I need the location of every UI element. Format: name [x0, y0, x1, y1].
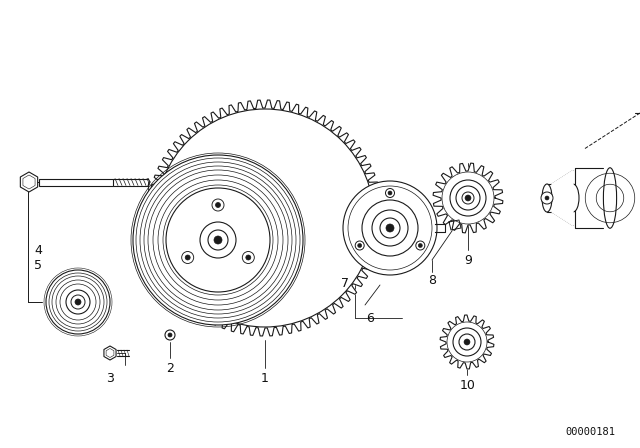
- Circle shape: [182, 251, 194, 263]
- Text: 6: 6: [366, 311, 374, 324]
- Ellipse shape: [567, 184, 579, 212]
- Circle shape: [386, 224, 394, 232]
- Circle shape: [416, 241, 425, 250]
- Circle shape: [465, 195, 471, 201]
- Circle shape: [156, 109, 374, 327]
- Circle shape: [355, 241, 364, 250]
- Circle shape: [165, 330, 175, 340]
- Circle shape: [343, 181, 437, 275]
- Circle shape: [362, 200, 418, 256]
- Polygon shape: [147, 100, 383, 336]
- Circle shape: [358, 244, 362, 247]
- Text: 10: 10: [460, 379, 476, 392]
- Circle shape: [456, 186, 480, 210]
- Polygon shape: [440, 315, 494, 369]
- Circle shape: [372, 210, 408, 246]
- Polygon shape: [20, 172, 38, 192]
- Circle shape: [348, 186, 432, 270]
- Bar: [39, 178, 113, 185]
- Circle shape: [71, 295, 85, 309]
- Text: 2: 2: [166, 362, 174, 375]
- Ellipse shape: [604, 168, 616, 228]
- Circle shape: [133, 155, 303, 325]
- Circle shape: [212, 199, 224, 211]
- Polygon shape: [104, 346, 116, 360]
- Circle shape: [208, 230, 228, 250]
- Circle shape: [459, 334, 475, 350]
- Circle shape: [185, 255, 190, 260]
- Circle shape: [541, 192, 553, 204]
- Text: 3: 3: [106, 371, 114, 384]
- Circle shape: [447, 322, 487, 362]
- Text: 4: 4: [34, 244, 42, 257]
- Circle shape: [442, 172, 494, 224]
- Circle shape: [168, 333, 172, 337]
- Text: 7: 7: [341, 276, 349, 289]
- Circle shape: [75, 299, 81, 305]
- Circle shape: [419, 244, 422, 247]
- Circle shape: [216, 202, 221, 207]
- Circle shape: [380, 218, 400, 238]
- Polygon shape: [449, 220, 461, 230]
- Ellipse shape: [542, 184, 552, 212]
- Text: 8: 8: [428, 273, 436, 287]
- Text: 5: 5: [34, 258, 42, 271]
- Circle shape: [166, 188, 270, 292]
- Circle shape: [450, 180, 486, 216]
- Polygon shape: [433, 163, 503, 233]
- Circle shape: [243, 251, 254, 263]
- Circle shape: [388, 191, 392, 195]
- Circle shape: [66, 290, 90, 314]
- Circle shape: [453, 328, 481, 356]
- Circle shape: [385, 189, 394, 198]
- Circle shape: [46, 270, 110, 334]
- Circle shape: [464, 339, 470, 345]
- Text: 1: 1: [261, 371, 269, 384]
- Text: 9: 9: [464, 254, 472, 267]
- Circle shape: [200, 222, 236, 258]
- Circle shape: [214, 236, 222, 244]
- Circle shape: [246, 255, 251, 260]
- Text: 00000181: 00000181: [565, 427, 615, 437]
- Circle shape: [545, 196, 549, 200]
- Polygon shape: [552, 171, 573, 225]
- Circle shape: [462, 192, 474, 204]
